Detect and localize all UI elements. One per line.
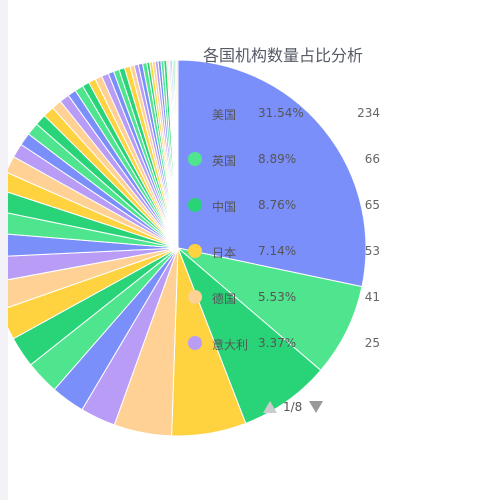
pie-chart	[8, 59, 367, 437]
legend-value: 25	[364, 336, 380, 350]
pie-slice-美国[interactable]	[177, 59, 367, 288]
legend-dot	[188, 152, 202, 166]
legend-dot	[188, 336, 202, 350]
legend-item-china[interactable]: 中国 8.76% 65	[188, 196, 388, 216]
pager-next-icon[interactable]	[309, 401, 323, 413]
legend-value: 41	[364, 290, 380, 304]
legend-item-germany[interactable]: 德国 5.53% 41	[188, 288, 388, 308]
legend-value: 65	[364, 198, 380, 212]
legend-item-uk[interactable]: 英国 8.89% 66	[188, 150, 388, 170]
legend-name: 日本	[212, 246, 237, 260]
legend-name: 中国	[212, 200, 237, 214]
legend-name: 意大利	[212, 338, 249, 352]
legend-percent: 5.53%	[258, 290, 297, 304]
legend-percent: 8.76%	[258, 198, 297, 212]
legend-pager: 1/8	[263, 398, 343, 418]
pie-slice-英国[interactable]	[177, 247, 363, 372]
legend-value: 53	[364, 244, 380, 258]
pie-slice-other-5[interactable]	[8, 247, 179, 310]
pie-slice-other-4[interactable]	[8, 247, 179, 340]
chart-title: 各国机构数量占比分析	[202, 46, 363, 65]
legend-name: 英国	[212, 154, 237, 168]
pie-slice-other-8[interactable]	[8, 210, 179, 249]
legend-dot	[188, 244, 202, 258]
pie-slice-other-47[interactable]	[176, 59, 179, 249]
legend-item-usa[interactable]: 美国 31.54% 234	[188, 104, 388, 124]
legend-value: 234	[357, 106, 380, 120]
pie-slice-other-6[interactable]	[8, 247, 179, 282]
legend-dot	[188, 290, 202, 304]
legend-item-italy[interactable]: 意大利 3.37% 25	[188, 334, 388, 354]
pie-slice-other-7[interactable]	[8, 233, 179, 257]
legend-value: 66	[364, 152, 380, 166]
pie-slice-中国[interactable]	[177, 247, 322, 425]
legend-percent: 31.54%	[258, 106, 304, 120]
pager-prev-icon[interactable]	[263, 401, 277, 413]
left-panel-edge	[0, 0, 8, 500]
legend-percent: 3.37%	[258, 336, 297, 350]
legend-name: 德国	[212, 292, 237, 306]
legend-name: 美国	[212, 108, 237, 122]
legend-item-japan[interactable]: 日本 7.14% 53	[188, 242, 388, 262]
pager-page-indicator: 1/8	[283, 400, 303, 414]
chart-card: 各国机构数量占比分析 美国 31.54% 234 英国 8.89% 66 中国 …	[8, 0, 500, 500]
legend-dot	[188, 198, 202, 212]
legend-percent: 8.89%	[258, 152, 297, 166]
legend-dot	[188, 106, 202, 120]
legend-percent: 7.14%	[258, 244, 297, 258]
